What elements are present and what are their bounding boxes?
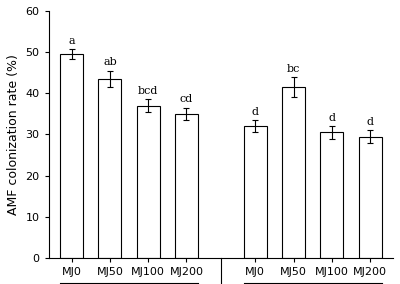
Text: d: d: [252, 107, 259, 117]
Bar: [137, 106, 160, 258]
Text: d: d: [328, 113, 335, 123]
Text: a: a: [68, 36, 75, 46]
Bar: [98, 79, 121, 258]
Bar: [175, 114, 198, 258]
Bar: [359, 137, 382, 258]
Bar: [60, 54, 83, 258]
Bar: [320, 132, 343, 258]
Bar: [282, 87, 305, 258]
Text: ab: ab: [103, 57, 117, 67]
Bar: [244, 126, 267, 258]
Y-axis label: AMF colonization rate (%): AMF colonization rate (%): [7, 54, 20, 215]
Text: bcd: bcd: [138, 86, 158, 96]
Text: cd: cd: [180, 94, 193, 105]
Text: bc: bc: [287, 64, 300, 74]
Text: d: d: [366, 117, 374, 127]
